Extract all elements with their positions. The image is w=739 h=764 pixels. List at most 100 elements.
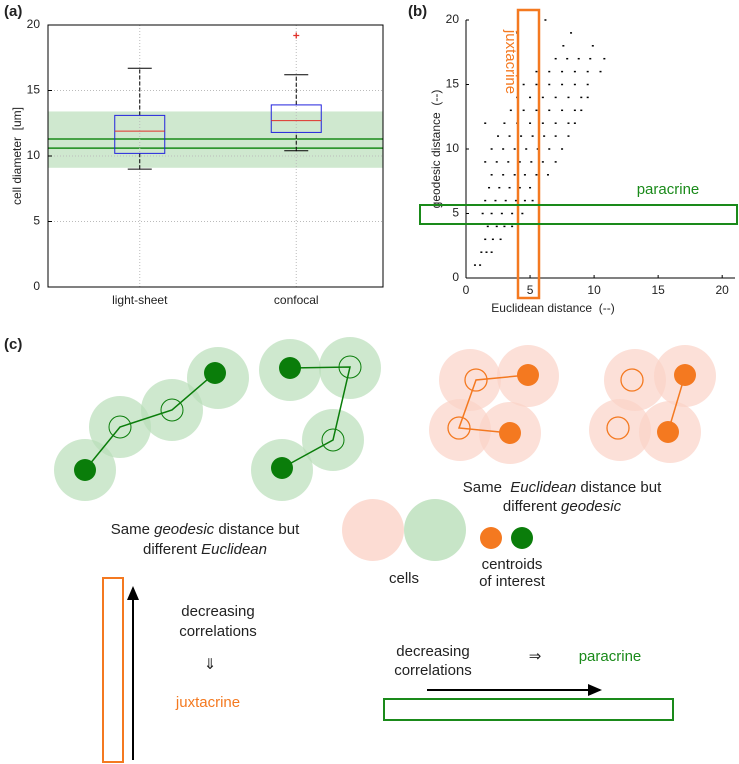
legend-label: cells <box>389 570 419 587</box>
caption-part: different <box>143 541 198 558</box>
point <box>603 57 606 60</box>
x-tick-label: 5 <box>527 283 534 297</box>
x-tick-label: 15 <box>651 283 665 297</box>
point <box>591 45 594 47</box>
y-tick-label: 10 <box>446 141 460 155</box>
annotation: juxtacrine <box>502 29 519 94</box>
point <box>525 148 528 150</box>
point <box>514 199 517 202</box>
caption-part: Euclidean <box>201 541 267 558</box>
point <box>529 96 532 99</box>
point <box>561 148 564 150</box>
paracrine-bar <box>383 698 674 721</box>
label: paracrine <box>579 648 642 665</box>
point <box>580 96 583 99</box>
legend-centroid <box>480 527 502 549</box>
point <box>554 57 557 60</box>
point <box>491 238 494 241</box>
legend-label: centroids <box>482 556 543 573</box>
y-axis-label: geodesic distance (--) <box>429 90 443 209</box>
y-tick-label: 20 <box>27 17 41 31</box>
point <box>586 96 589 99</box>
y-tick-label: 5 <box>33 214 40 228</box>
point <box>490 251 493 253</box>
y-tick-label: 15 <box>446 77 460 91</box>
point <box>531 135 534 137</box>
centroid <box>447 416 471 440</box>
point <box>554 96 557 99</box>
juxtacrine-box <box>516 8 541 300</box>
point <box>541 161 544 163</box>
centroid <box>620 368 644 392</box>
paracrine-box <box>419 204 738 225</box>
centroid <box>321 428 345 452</box>
caption: different Euclidean <box>143 541 267 558</box>
centroid <box>108 415 132 439</box>
box <box>114 114 166 154</box>
point <box>573 109 576 112</box>
centroid <box>160 398 184 422</box>
legend-cell <box>404 499 466 561</box>
caption-part: Euclidean <box>510 479 576 496</box>
centroid-of-interest <box>271 457 293 479</box>
point <box>508 186 511 189</box>
point <box>500 212 503 215</box>
cell <box>589 399 651 461</box>
caption: Same geodesic distance but <box>111 521 300 538</box>
cell <box>604 349 666 411</box>
point <box>561 83 564 86</box>
legend-cell <box>342 499 404 561</box>
point <box>573 122 576 124</box>
point <box>589 57 592 60</box>
y-tick-label: 0 <box>33 279 40 293</box>
point <box>567 122 570 124</box>
point <box>529 186 532 189</box>
centroid-of-interest <box>674 364 696 386</box>
point <box>522 109 525 112</box>
point <box>484 122 487 124</box>
point <box>541 122 544 124</box>
point <box>490 148 493 150</box>
point <box>511 212 514 215</box>
caption: Same Euclidean distance but <box>463 479 662 496</box>
point <box>518 161 521 163</box>
point <box>490 174 493 176</box>
point <box>573 83 576 86</box>
point <box>567 96 570 99</box>
point <box>566 57 569 60</box>
euclidean-example <box>429 345 716 464</box>
point <box>503 122 506 124</box>
point <box>508 135 511 137</box>
x-tick-label: 0 <box>463 283 470 297</box>
caption-part: distance but <box>218 521 300 538</box>
label: decreasing <box>181 603 254 620</box>
point <box>502 148 505 150</box>
panel-label: (a) <box>4 3 22 20</box>
point <box>495 161 498 163</box>
point <box>544 19 547 21</box>
y-tick-label: 20 <box>446 12 460 26</box>
point <box>548 109 551 112</box>
caption: different geodesic <box>503 498 622 515</box>
x-tick-label: 20 <box>716 283 730 297</box>
point <box>495 225 498 228</box>
centroid-of-interest <box>499 422 521 444</box>
point <box>548 148 551 150</box>
point <box>531 199 534 202</box>
point <box>511 225 514 228</box>
point <box>484 238 487 241</box>
centroid-of-interest <box>204 362 226 384</box>
label: correlations <box>394 662 472 679</box>
point <box>548 83 551 86</box>
point <box>554 161 557 163</box>
juxtacrine-bar <box>102 577 124 763</box>
point <box>570 32 573 34</box>
caption-part: geodesic <box>561 498 622 515</box>
point <box>473 264 476 266</box>
point <box>561 70 564 73</box>
annotation: paracrine <box>637 181 700 198</box>
centroid <box>338 355 362 379</box>
point <box>530 161 533 163</box>
point <box>548 70 551 73</box>
charts: 0 5 10 15 20 light-sheet confocal cell diameter… <box>10 12 735 315</box>
